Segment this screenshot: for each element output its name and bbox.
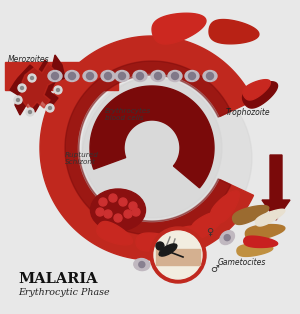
Ellipse shape bbox=[185, 71, 199, 82]
Circle shape bbox=[14, 96, 22, 104]
Text: Trophozoite: Trophozoite bbox=[226, 108, 271, 117]
Circle shape bbox=[224, 235, 230, 241]
Circle shape bbox=[136, 73, 143, 79]
Circle shape bbox=[172, 73, 178, 79]
Ellipse shape bbox=[115, 71, 129, 82]
Circle shape bbox=[104, 73, 112, 79]
Ellipse shape bbox=[133, 71, 147, 82]
Circle shape bbox=[68, 73, 76, 79]
Polygon shape bbox=[262, 155, 290, 220]
Circle shape bbox=[96, 208, 104, 216]
Ellipse shape bbox=[134, 258, 150, 271]
Ellipse shape bbox=[168, 71, 182, 82]
Ellipse shape bbox=[101, 71, 115, 82]
Ellipse shape bbox=[83, 71, 97, 82]
Circle shape bbox=[206, 73, 214, 79]
Circle shape bbox=[49, 106, 52, 110]
Text: Erythrocytes
blood cells: Erythrocytes blood cells bbox=[105, 108, 151, 121]
Circle shape bbox=[129, 202, 137, 210]
Circle shape bbox=[16, 99, 20, 101]
Polygon shape bbox=[169, 226, 205, 247]
Circle shape bbox=[20, 86, 23, 89]
Polygon shape bbox=[237, 244, 273, 257]
Circle shape bbox=[154, 73, 161, 79]
Ellipse shape bbox=[65, 71, 79, 82]
Circle shape bbox=[86, 73, 94, 79]
Circle shape bbox=[189, 255, 195, 261]
Circle shape bbox=[18, 84, 26, 92]
Circle shape bbox=[99, 198, 107, 206]
Ellipse shape bbox=[220, 231, 234, 245]
Text: Ruptured
Schizont: Ruptured Schizont bbox=[65, 152, 99, 165]
Polygon shape bbox=[136, 233, 174, 251]
Text: Erythrocytic Phase: Erythrocytic Phase bbox=[18, 288, 110, 297]
Circle shape bbox=[118, 73, 125, 79]
Polygon shape bbox=[152, 13, 206, 44]
Polygon shape bbox=[40, 36, 254, 260]
Ellipse shape bbox=[151, 71, 165, 82]
Polygon shape bbox=[156, 249, 200, 265]
Text: ♀: ♀ bbox=[206, 227, 214, 237]
Polygon shape bbox=[232, 206, 269, 225]
Polygon shape bbox=[243, 80, 270, 100]
Circle shape bbox=[114, 214, 122, 222]
Circle shape bbox=[104, 210, 112, 218]
Circle shape bbox=[28, 111, 32, 113]
Circle shape bbox=[46, 104, 54, 112]
Circle shape bbox=[139, 262, 145, 268]
Text: Merozoites: Merozoites bbox=[8, 55, 50, 64]
Polygon shape bbox=[90, 86, 214, 188]
Polygon shape bbox=[209, 19, 259, 44]
Circle shape bbox=[26, 108, 34, 116]
Circle shape bbox=[132, 208, 140, 216]
Circle shape bbox=[119, 198, 127, 206]
Text: ♂: ♂ bbox=[211, 264, 219, 274]
Polygon shape bbox=[65, 61, 231, 235]
Polygon shape bbox=[10, 55, 65, 115]
Ellipse shape bbox=[48, 71, 62, 82]
Circle shape bbox=[56, 89, 59, 91]
Circle shape bbox=[82, 73, 252, 243]
Circle shape bbox=[31, 77, 34, 79]
Circle shape bbox=[52, 73, 58, 79]
Circle shape bbox=[188, 73, 196, 79]
Polygon shape bbox=[245, 225, 285, 240]
Polygon shape bbox=[191, 211, 224, 238]
Polygon shape bbox=[244, 236, 278, 247]
Circle shape bbox=[154, 231, 202, 279]
Polygon shape bbox=[97, 221, 133, 245]
Circle shape bbox=[28, 74, 36, 82]
Text: MALARIA: MALARIA bbox=[18, 272, 98, 286]
Polygon shape bbox=[243, 82, 278, 108]
Circle shape bbox=[54, 86, 62, 94]
Circle shape bbox=[156, 242, 164, 250]
Polygon shape bbox=[211, 191, 239, 223]
Circle shape bbox=[124, 210, 132, 218]
Ellipse shape bbox=[159, 244, 177, 256]
Circle shape bbox=[82, 78, 222, 218]
Ellipse shape bbox=[91, 189, 146, 231]
Polygon shape bbox=[255, 209, 285, 226]
Ellipse shape bbox=[184, 252, 200, 264]
Polygon shape bbox=[20, 63, 57, 110]
Ellipse shape bbox=[203, 71, 217, 82]
Text: Gametocites: Gametocites bbox=[218, 258, 266, 267]
Circle shape bbox=[109, 194, 117, 202]
Polygon shape bbox=[5, 62, 118, 90]
Circle shape bbox=[150, 227, 206, 283]
